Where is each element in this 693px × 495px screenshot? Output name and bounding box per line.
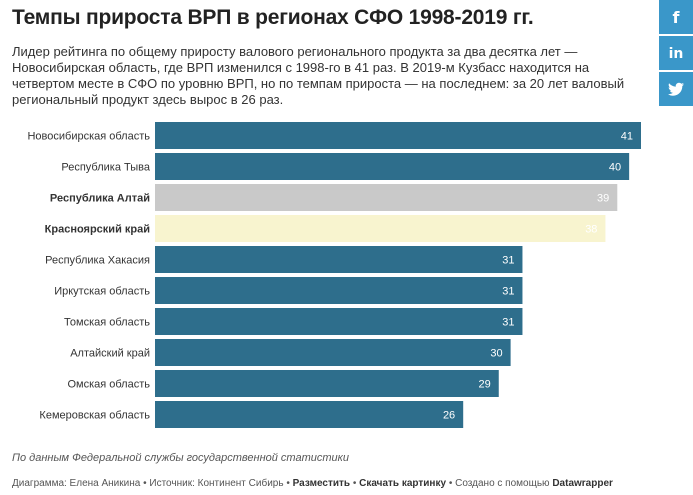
bar-value-label: 31 [502,317,514,329]
bar [155,246,523,273]
bar-value-label: 40 [609,162,621,174]
bar-value-label: 29 [479,379,491,391]
download-image-link[interactable]: Скачать картинку [359,478,447,489]
category-label: Иркутская область [54,286,150,298]
credits-line: Диаграмма: Елена Аникина • Источник: Кон… [12,478,613,489]
linkedin-icon[interactable]: in [659,36,693,70]
bar-value-label: 31 [502,286,514,298]
bar [155,308,523,335]
category-label: Красноярский край [45,224,150,236]
chart-title: Темпы прироста ВРП в регионах СФО 1998-2… [12,6,534,29]
bar [155,184,618,211]
created-with-label: Создано с помощью [455,478,550,489]
social-share-bar: f in [659,0,693,108]
twitter-icon[interactable] [659,72,693,106]
bar-value-label: 30 [490,348,502,360]
bar-value-label: 26 [443,410,455,422]
source-note: По данным Федеральной службы государстве… [12,452,349,464]
category-label: Республика Тыва [61,162,151,174]
bar-value-label: 31 [502,255,514,267]
bar [155,122,641,149]
embed-link[interactable]: Разместить [292,478,351,489]
svg-text:f: f [673,8,681,26]
bar [155,401,464,428]
bar-chart: Новосибирская область 41 Республика Тыва 40… [27,122,641,428]
category-label: Томская область [64,317,150,329]
category-label: Республика Хакасия [45,255,150,267]
category-label: Новосибирская область [27,131,150,143]
bar-value-label: 38 [585,224,597,236]
facebook-icon[interactable]: f [659,0,693,34]
bar [155,339,511,366]
chart-subtitle: Лидер рейтинга по общему приросту валово… [12,44,625,107]
bar [155,215,606,242]
datawrapper-link[interactable]: Datawrapper [552,478,613,489]
category-label: Республика Алтай [50,193,150,205]
bar [155,153,630,180]
svg-text:in: in [669,46,684,62]
diagram-author: Диаграмма: Елена Аникина [12,478,141,489]
category-label: Алтайский край [70,348,150,360]
bar [155,277,523,304]
category-label: Омская область [67,379,150,391]
bar [155,370,499,397]
category-label: Кемеровская область [39,410,150,422]
bar-value-label: 41 [621,131,633,143]
source-credit: Источник: Континент Сибирь [149,478,284,489]
bar-value-label: 39 [597,193,609,205]
